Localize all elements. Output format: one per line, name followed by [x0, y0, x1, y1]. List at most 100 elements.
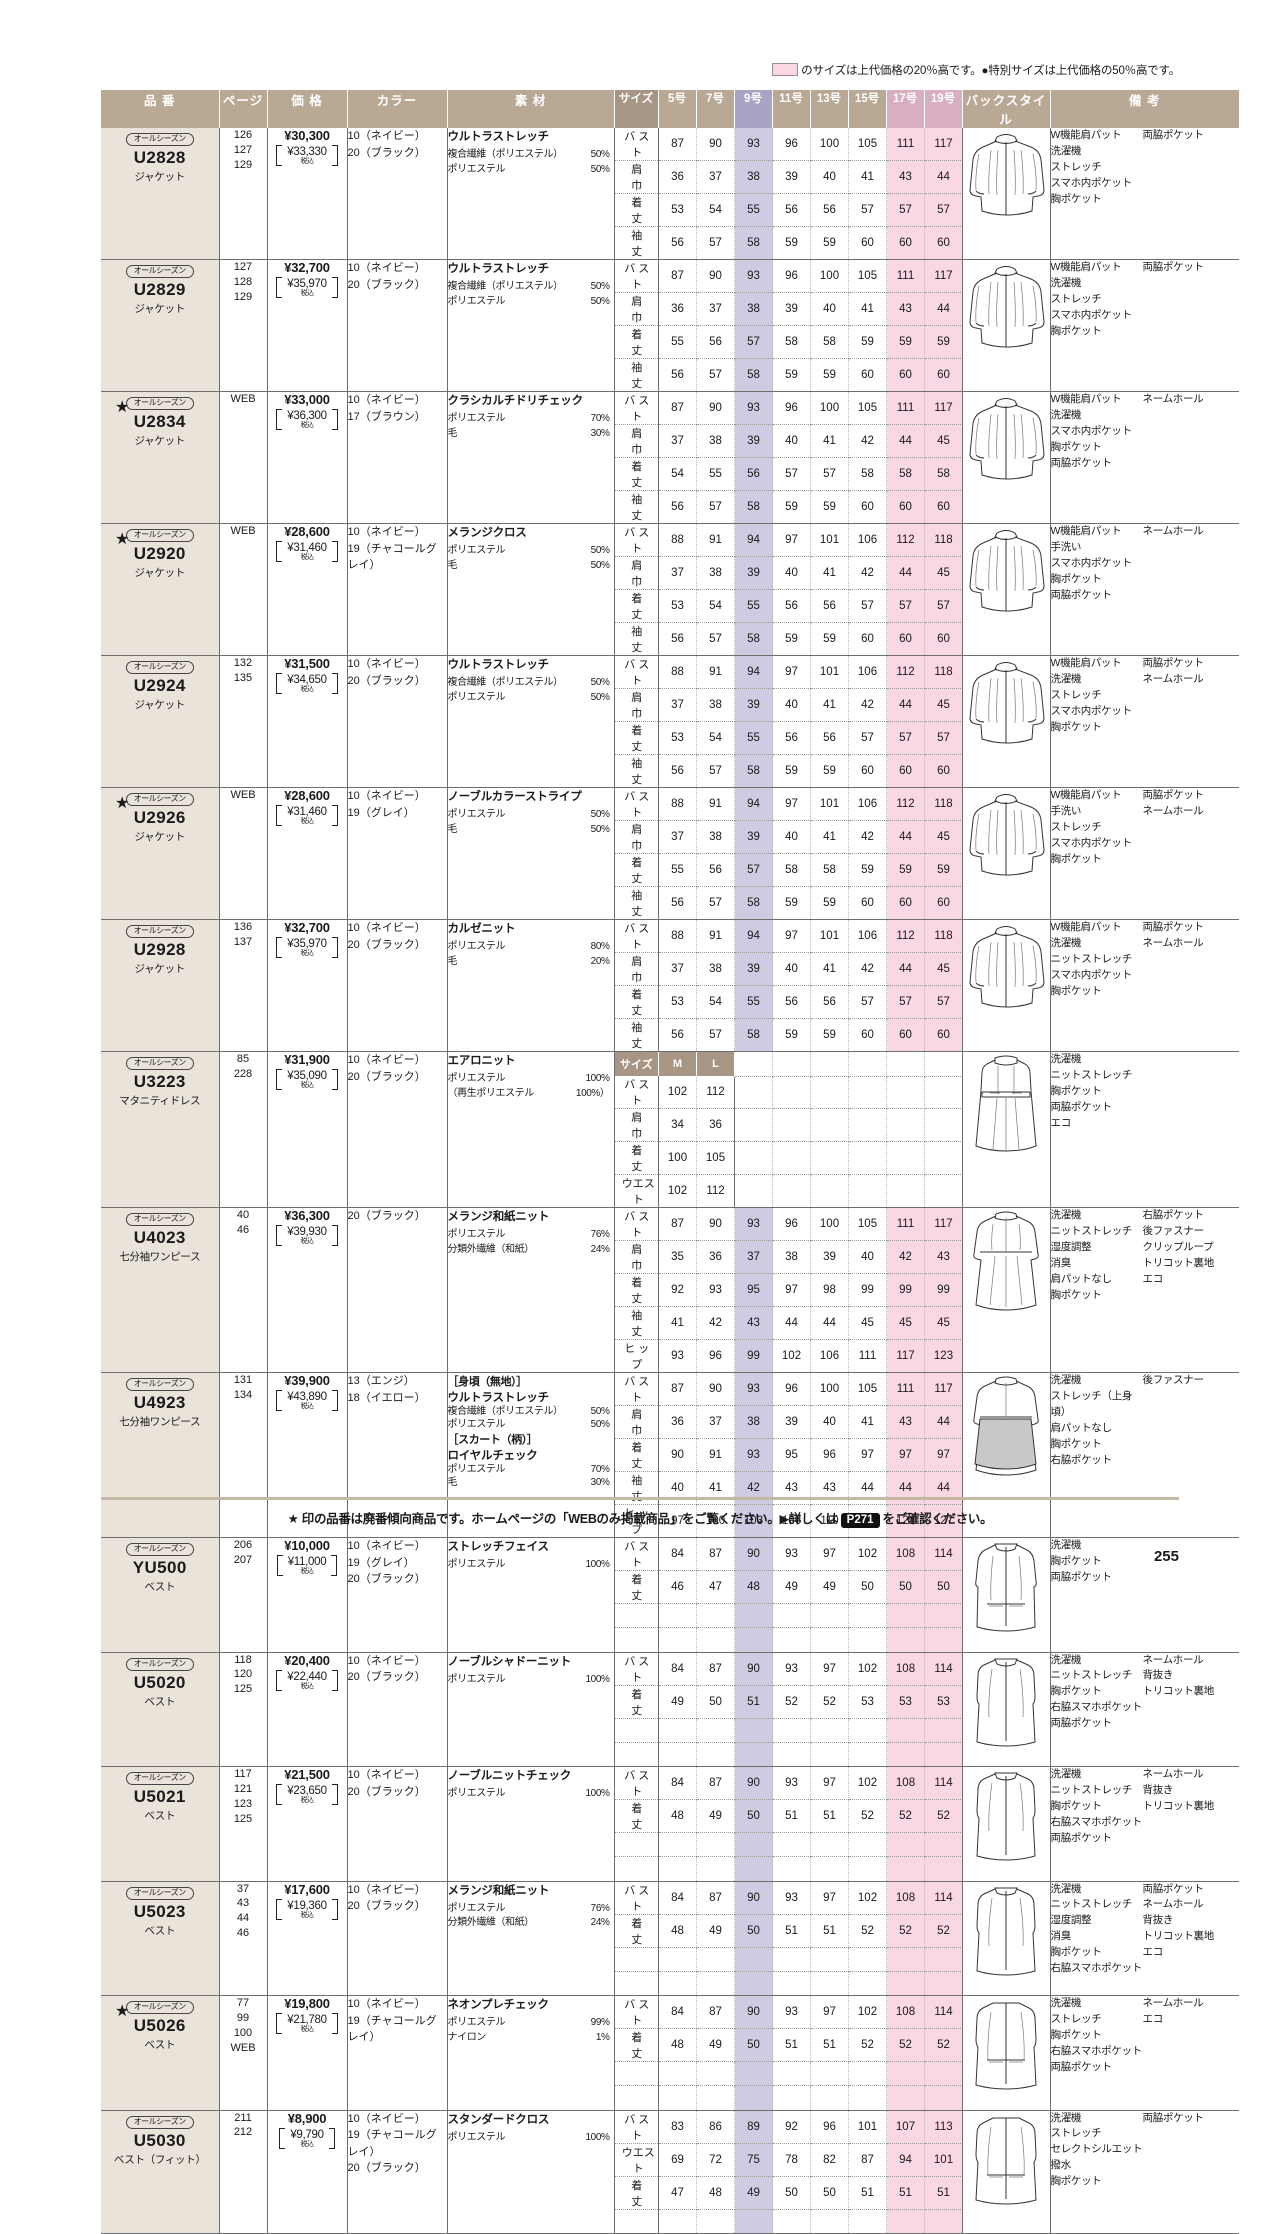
measurement-value: 41: [810, 688, 849, 722]
measurement-label: 着 丈: [614, 2028, 659, 2062]
measurement-value: 58: [924, 457, 963, 491]
remarks-column-secondary: 両脇ポケット: [1143, 260, 1233, 340]
measurement-value: 41: [848, 1405, 887, 1439]
page-ref[interactable]: 212: [233, 2126, 253, 2139]
page-ref[interactable]: 228: [233, 1067, 253, 1080]
page-ref[interactable]: 207: [233, 1553, 253, 1566]
measurements-cell: バスト 84 87 90 93 97 102 108 114 着 丈 48 49 50 51 51 52 52 5…: [614, 1995, 963, 2111]
remark-item: トリコット裏地: [1142, 1256, 1215, 1269]
page-ref[interactable]: 128: [233, 275, 253, 288]
material-row: ポリエステル 100%: [447, 1673, 610, 1685]
measurement-value: 101: [810, 920, 849, 953]
page-ref[interactable]: 134: [233, 1388, 253, 1401]
page-ref[interactable]: 211: [234, 2111, 252, 2124]
empty-cell: [848, 1174, 887, 1207]
measurement-value: 49: [696, 2028, 735, 2062]
page-reference-badge[interactable]: P271: [840, 1513, 880, 1528]
measurement-value: 40: [810, 292, 849, 326]
page-ref[interactable]: 125: [233, 1683, 253, 1696]
page-ref[interactable]: 120: [233, 1668, 253, 1681]
measurement-value: 60: [924, 886, 963, 919]
remark-item: 洗濯機: [1050, 2111, 1082, 2124]
measurement-label: バスト: [614, 656, 659, 689]
remarks-column-primary: 洗濯機 ニットストレッチ 湿度調整 消臭 肩パットなし 胸ポケット: [1051, 1208, 1143, 1304]
product-code: U2928: [133, 940, 186, 960]
remark-item: 胸ポケット: [1050, 1554, 1102, 1567]
price-legend: のサイズは上代価格の20％高です。●特別サイズは上代価格の50％高です。: [0, 62, 1180, 78]
page-ref[interactable]: 127: [233, 143, 253, 156]
page-ref[interactable]: 46: [236, 1927, 250, 1940]
price-base: ¥28,600: [284, 524, 330, 539]
measurement-filler-row: [614, 2085, 963, 2110]
page-ref[interactable]: 125: [233, 1812, 253, 1825]
measurement-value: 41: [658, 1306, 697, 1340]
page-ref[interactable]: 127: [233, 261, 253, 273]
page-refs-cell: 118 120 125: [219, 1652, 268, 1767]
remark-item: 両脇ポケット: [1050, 1100, 1113, 1113]
empty-cell: [848, 1742, 887, 1766]
measurement-row: 着 丈 55 56 57 58 58 59 59 59: [614, 325, 963, 359]
page-ref[interactable]: 121: [233, 1782, 253, 1795]
product-code: U5021: [133, 1787, 186, 1807]
page-ref[interactable]: 129: [233, 158, 253, 171]
measurement-value: 56: [734, 457, 773, 491]
page-ref[interactable]: 100: [233, 2026, 253, 2039]
empty-label: [614, 2061, 659, 2086]
page-ref[interactable]: 85: [236, 1053, 250, 1065]
remark-item: 洗濯機: [1050, 1053, 1082, 1065]
measurement-value: 54: [658, 457, 697, 491]
page-ref[interactable]: 137: [233, 935, 253, 948]
measurement-value: 56: [810, 985, 849, 1019]
empty-cell: [886, 2085, 925, 2110]
page-ref[interactable]: 131: [233, 1374, 253, 1386]
col-header-3: カラー: [347, 90, 448, 128]
page-ref[interactable]: 77: [236, 1997, 250, 2009]
color-option: 10（ネイビー）: [347, 1540, 426, 1552]
page-ref[interactable]: 132: [233, 657, 253, 669]
product-code: U5030: [133, 2130, 186, 2150]
page-ref[interactable]: 123: [233, 1797, 253, 1810]
measurement-value: 100: [696, 1504, 735, 1537]
page-ref[interactable]: 135: [233, 671, 253, 684]
remark-item: トリコット裏地: [1142, 1685, 1215, 1698]
page-ref[interactable]: 40: [236, 1209, 250, 1221]
page-ref[interactable]: 118: [234, 1653, 252, 1666]
empty-cell: [810, 1718, 849, 1743]
page-ref[interactable]: 136: [233, 921, 253, 933]
page-ref[interactable]: 126: [233, 129, 253, 141]
page-ref[interactable]: 206: [233, 1539, 253, 1551]
price-with-tax: ¥34,650 税込: [276, 673, 339, 694]
measurement-label: ヒップ: [614, 1339, 659, 1372]
remark-item: 手洗い: [1050, 804, 1082, 817]
measurement-grid: バスト 84 87 90 93 97 102 108 114 着 丈 48 49 50 51 51 52 52 5…: [614, 1881, 963, 1995]
page-ref[interactable]: WEB: [230, 2041, 256, 2054]
page-ref[interactable]: 117: [234, 1768, 252, 1780]
material-name: ノーブルニットチェック: [447, 1770, 572, 1782]
page-ref[interactable]: WEB: [230, 393, 256, 405]
page-ref[interactable]: WEB: [230, 789, 256, 801]
measurement-value: 54: [696, 193, 735, 227]
measurement-value: 92: [658, 1273, 697, 1307]
measurement-row: バスト 87 90 93 96 100 105 111 117: [614, 1208, 963, 1241]
page-ref[interactable]: 129: [233, 290, 253, 303]
col-header-backstyle: バックスタイル: [962, 90, 1051, 128]
page-ref[interactable]: WEB: [230, 525, 256, 537]
measurement-value: 90: [696, 1373, 735, 1406]
measurement-value: 56: [772, 721, 811, 755]
remark-item: ネームホール: [1142, 525, 1204, 537]
measurement-value: 39: [772, 160, 811, 194]
page-ref[interactable]: 44: [236, 1912, 250, 1925]
page-ref[interactable]: 99: [236, 2011, 250, 2024]
empty-cell: [886, 1627, 925, 1652]
measurement-label: ウエスト: [614, 1174, 659, 1207]
measurement-value: 52: [886, 1799, 925, 1833]
discontinued-star-icon: ★: [115, 399, 130, 416]
page-ref[interactable]: 43: [236, 1897, 250, 1910]
page-ref[interactable]: 46: [236, 1223, 250, 1236]
product-code: U2924: [133, 676, 186, 696]
page-refs-cell: WEB: [219, 787, 268, 920]
page-ref[interactable]: 37: [236, 1882, 250, 1895]
empty-cell: [734, 1718, 773, 1743]
empty-cell: [886, 1052, 925, 1077]
measurement-filler-row: [614, 1718, 963, 1743]
